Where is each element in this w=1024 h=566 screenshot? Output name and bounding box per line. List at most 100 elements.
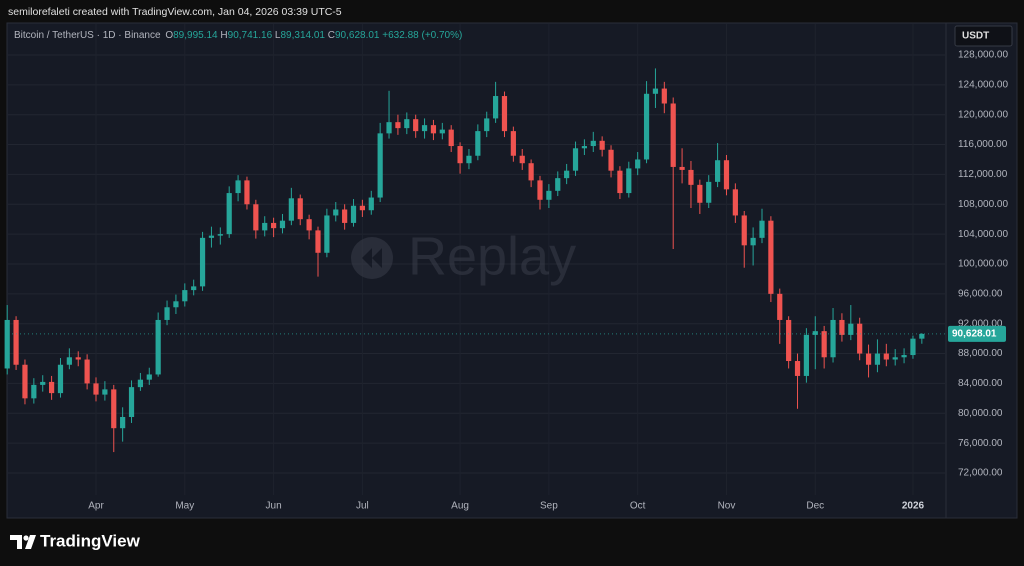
ohlc-value: 90,628.01 [335,30,380,41]
last-price-label: 90,628.01 [952,329,997,340]
y-tick-label: 96,000.00 [958,288,1003,299]
candle-body [57,364,64,394]
candle-body [448,129,454,147]
candle-body [404,119,410,129]
candle-body [75,357,81,360]
candle-body [501,96,508,132]
candle-body [892,357,898,360]
candle-body [555,178,561,191]
candle-body [599,140,605,150]
candle-body [475,131,481,156]
logo-dot [23,535,29,541]
candle-body [466,155,472,164]
candle-body [617,170,623,194]
candle-body [777,293,783,320]
candle-body [306,219,312,231]
candle-body [40,381,46,385]
y-tick-label: 112,000.00 [958,169,1008,180]
candle-body [706,181,712,203]
candle-body [493,96,499,119]
candle-body [191,286,197,291]
y-tick-label: 92,000.00 [958,318,1003,329]
candle-body [128,387,135,417]
candle-body [315,230,321,253]
candle-body [883,353,889,360]
candle-body [102,389,108,395]
x-tick-label: Aug [451,501,469,512]
ohlc-value: 89,314.01 [280,30,325,41]
ohlc-key: O [165,30,173,41]
candle-body [661,88,667,104]
candle-body [608,149,614,171]
candle-body [874,353,881,365]
last-price-box [948,325,1006,342]
candle-body [49,381,55,394]
candle-body [182,290,188,302]
candle-body [910,338,916,356]
candle-body [395,122,401,129]
candle-body [626,168,632,194]
logo-v [25,535,36,549]
candle-body [350,205,357,223]
candle-body [253,204,259,231]
candle-body [430,125,437,134]
candle-body [368,197,374,211]
candle-body [111,389,117,429]
y-tick-label: 76,000.00 [958,438,1003,449]
y-tick-label: 108,000.00 [958,199,1008,210]
candle-body [537,180,543,200]
candle-body [31,384,37,399]
candle-body [146,374,152,380]
candle-body [359,205,365,211]
candle-body [22,364,28,399]
y-tick-label: 84,000.00 [958,378,1003,389]
ohlc-key: H [220,30,227,41]
candle-body [262,222,268,231]
x-tick-label: Oct [630,501,646,512]
x-tick-label: Jun [266,501,282,512]
candle-body [386,122,392,134]
candle-body [84,359,90,384]
x-tick-label: May [175,501,194,512]
candle-body [510,131,516,156]
candle-body [643,93,650,160]
candle-body [244,180,250,205]
y-tick-label: 116,000.00 [958,139,1008,150]
currency-button-label[interactable]: USDT [962,31,989,42]
candle-body [750,237,756,246]
x-tick-label: Sep [540,501,558,512]
brand-logo [10,535,36,549]
y-tick-label: 100,000.00 [958,259,1008,270]
change: +632.88 (+0.70%) [382,30,462,41]
candle-body [572,148,579,171]
candle-body [688,169,694,185]
candle-body [697,184,703,203]
candle-body [13,319,19,365]
ohlc-value: 89,995.14 [173,30,218,41]
candle-body [715,160,721,182]
candle-body [342,209,348,223]
legend: Bitcoin / TetherUS · 1D · Binance O89,99… [14,30,462,41]
currency-button[interactable] [954,25,1013,47]
candle-body [901,355,907,358]
candle-body [670,103,676,167]
candle-body [528,163,534,181]
candle-body [155,319,161,375]
candle-body [439,129,445,134]
candle-body [741,215,747,246]
candle-body [164,307,170,320]
candle-body [199,237,206,287]
candle-body [333,209,339,216]
caption: semilorefaleti created with TradingView.… [8,6,342,18]
replay-icon-arrows [362,248,382,268]
x-tick-label: Apr [88,501,104,512]
candle-body [93,383,99,395]
candle-body [217,234,223,236]
ohlc-value: 90,741.16 [228,30,273,41]
ohlc-key: C [328,30,335,41]
candle-body [839,319,845,335]
candle-body [288,198,294,221]
y-tick-label: 80,000.00 [958,408,1003,419]
candle-body [208,235,215,238]
